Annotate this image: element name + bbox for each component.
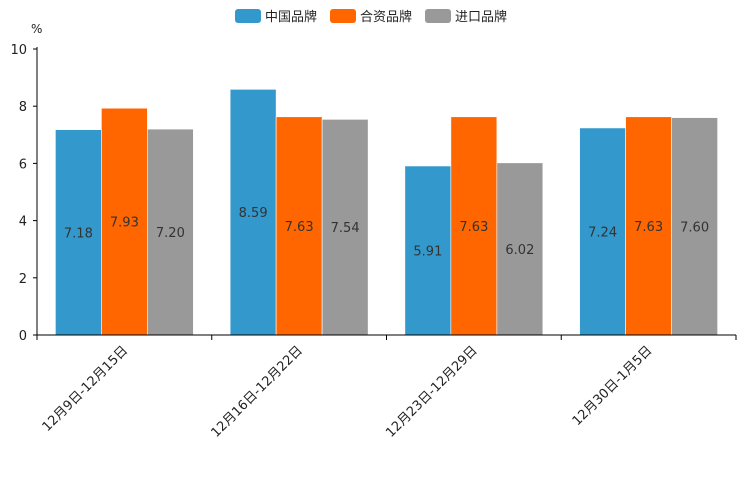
data-label: 6.02 [505,243,534,258]
bar [229,89,277,336]
data-label: 7.63 [634,220,663,235]
legend-item[interactable]: 合资品牌 [330,9,412,25]
bar [496,162,544,336]
data-label: 7.24 [588,225,617,240]
y-tick-label: 0 [19,329,27,344]
x-tick-label: 12月16日-12月22日 [208,343,305,440]
y-axis-unit-label: % [31,22,42,36]
y-tick-label: 4 [19,215,27,230]
data-label: 5.91 [413,244,442,259]
legend-item[interactable]: 进口品牌 [425,9,507,25]
x-tick-label: 12月9日-12月15日 [40,343,132,435]
bar [275,116,323,336]
legend-swatch [425,9,451,23]
data-label: 7.20 [156,226,185,241]
x-tick-label: 12月30日-1月5日 [570,343,656,429]
y-tick-label: 2 [19,272,27,287]
data-label: 8.59 [239,206,268,221]
data-label: 7.93 [110,216,139,231]
data-label: 7.63 [285,220,314,235]
bar [625,116,672,336]
bar [450,116,498,336]
legend-swatch [330,9,356,23]
x-axis: 12月9日-12月15日 12月16日-12月22日 12月23日-12月29日 12… [36,334,737,441]
bar [404,165,452,336]
data-label: 7.54 [331,221,360,236]
bar [321,119,369,336]
bar [579,127,626,336]
data-label: 7.60 [680,220,709,235]
legend-label: 中国品牌 [265,9,317,25]
y-tick-label: 8 [19,100,27,115]
data-label: 7.18 [64,226,93,241]
bar [671,117,718,336]
data-label: 7.63 [459,220,488,235]
x-tick-label: 12月23日-12月29日 [383,343,480,440]
legend-item[interactable]: 中国品牌 [235,9,317,25]
legend-label: 合资品牌 [360,9,412,25]
bar [101,107,148,336]
legend: 中国品牌 合资品牌 进口品牌 [235,9,507,25]
y-axis: 0 2 4 6 8 10 [10,43,38,344]
y-tick-label: 10 [10,43,27,58]
y-tick-label: 6 [19,157,27,172]
legend-swatch [235,9,261,23]
bars: 7.18 7.93 7.20 8.59 7.63 7.54 5.91 7.63 6.02 7.24… [55,89,718,336]
bar [147,128,194,336]
legend-label: 进口品牌 [455,9,507,25]
